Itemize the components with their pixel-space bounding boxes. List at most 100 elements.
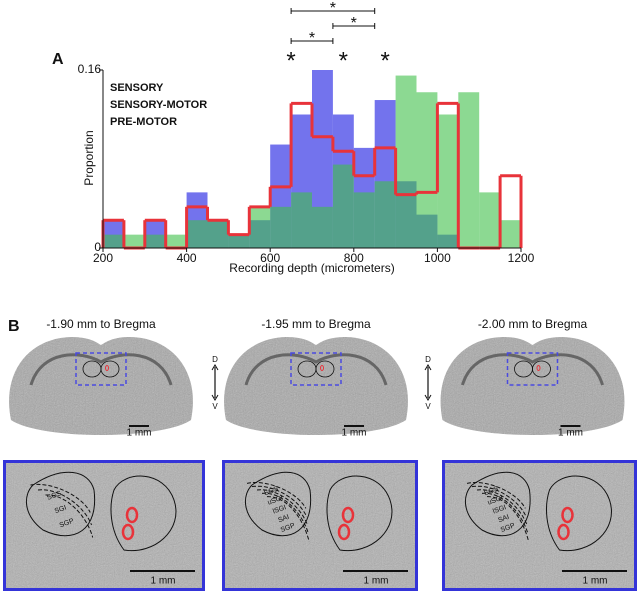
zoom-texture	[222, 460, 418, 591]
brain-texture	[9, 337, 193, 435]
recording-site	[125, 506, 139, 524]
x-tick-label: 1200	[508, 251, 535, 265]
brain-texture	[224, 337, 408, 435]
zoom-border	[3, 460, 205, 591]
layer-boundary	[37, 489, 92, 526]
histogram-bar	[416, 92, 438, 248]
layer-label: SGP	[280, 522, 297, 534]
layer-boundary	[481, 492, 529, 534]
layer-boundary	[266, 496, 310, 542]
x-tick-label: 600	[260, 251, 280, 265]
recording-site	[536, 365, 541, 371]
zoom-region	[75, 352, 127, 386]
x-tick-label: 400	[177, 251, 197, 265]
x-tick-label: 1000	[424, 251, 451, 265]
zoom-texture	[3, 460, 205, 591]
layer-label: lSGI	[272, 504, 287, 515]
histogram-bar	[249, 206, 271, 248]
zoom-border	[442, 460, 637, 591]
layer-boundary	[251, 485, 308, 517]
histogram-bar	[479, 192, 501, 248]
recording-site	[320, 365, 324, 371]
histogram-bar	[374, 181, 396, 248]
section-title: -1.90 mm to Bregma	[46, 317, 156, 331]
histogram-bar	[312, 206, 333, 248]
series-marker: *	[286, 47, 295, 74]
axis-bottom: V	[212, 402, 218, 411]
scale-label: 1 mm	[558, 428, 583, 439]
hippocampus	[244, 353, 388, 386]
colliculus-outline	[100, 360, 120, 378]
layer-boundary	[486, 496, 530, 542]
left-colliculus	[244, 471, 312, 537]
colliculus-outline	[315, 360, 335, 378]
histogram-bar	[312, 70, 333, 248]
recording-site	[561, 506, 574, 524]
scale-label: 1 mm	[127, 428, 152, 439]
histogram: 200 400 600 800 1000 1200 0 0.16 SENSORY SENSORY-…	[78, 0, 535, 265]
significance-label: *	[330, 0, 336, 17]
hippocampus	[461, 353, 604, 386]
x-tick-label: 200	[93, 251, 113, 265]
layer-boundary	[246, 482, 307, 509]
section-title: -1.95 mm to Bregma	[261, 317, 371, 331]
significance-label: *	[309, 30, 315, 47]
histogram-bar	[458, 92, 480, 248]
layer-label: SAI	[497, 514, 510, 524]
significance-label: *	[351, 15, 357, 32]
legend-entry: SENSORY-MOTOR	[110, 99, 207, 111]
layer-boundary	[466, 482, 526, 509]
histogram-bar	[144, 234, 166, 248]
right-colliculus	[326, 475, 393, 552]
axis-top: D	[425, 355, 431, 364]
layer-label: lSGI	[492, 504, 507, 515]
layer-label: SGI	[54, 504, 68, 515]
zoom-region	[290, 352, 342, 386]
legend-entry: PRE-MOTOR	[110, 116, 177, 128]
arrow-head	[211, 364, 219, 401]
layer-boundary	[476, 489, 528, 526]
scale-label: 1 mm	[342, 428, 367, 439]
layer-boundary	[261, 492, 309, 534]
y-tick-label: 0	[94, 240, 101, 254]
recording-site	[121, 523, 135, 541]
x-axis-label: Recording depth (micrometers)	[229, 261, 394, 275]
layer-boundary	[256, 489, 308, 526]
right-colliculus	[546, 475, 612, 552]
histogram-bar	[228, 234, 250, 248]
y-axis-label: Proportion	[82, 130, 96, 185]
recording-site	[557, 523, 570, 541]
recording-site	[337, 523, 351, 541]
brain-texture	[440, 337, 625, 435]
left-colliculus	[25, 471, 96, 537]
histogram-bar	[186, 220, 208, 248]
zoom-texture	[442, 460, 637, 591]
colliculus-outline	[532, 360, 551, 378]
recording-site	[105, 365, 109, 371]
legend-entry: SENSORY	[110, 82, 164, 94]
zoom-scale-label: 1 mm	[364, 576, 389, 587]
series-marker: *	[339, 47, 348, 74]
histogram-bar	[123, 234, 145, 248]
histogram-bar	[353, 192, 375, 248]
zoom-scale-label: 1 mm	[151, 576, 176, 587]
histogram-bar	[291, 192, 312, 248]
layer-boundary	[471, 485, 527, 517]
layer-label: SAI	[277, 514, 290, 524]
zoom-scale-label: 1 mm	[583, 576, 608, 587]
section-title: -2.00 mm to Bregma	[478, 317, 588, 331]
hippocampus	[29, 353, 173, 386]
histogram-bar	[103, 234, 124, 248]
arrow-head	[424, 364, 432, 401]
axis-bottom: V	[425, 402, 431, 411]
panel-label: A	[52, 51, 64, 68]
layer-boundary	[30, 483, 91, 513]
histogram-bar	[270, 206, 292, 248]
left-colliculus	[464, 471, 531, 537]
y-tick-label: 0.16	[78, 62, 102, 76]
zoom-border	[222, 460, 418, 591]
layer-boundary	[45, 494, 94, 538]
right-colliculus	[110, 475, 177, 552]
